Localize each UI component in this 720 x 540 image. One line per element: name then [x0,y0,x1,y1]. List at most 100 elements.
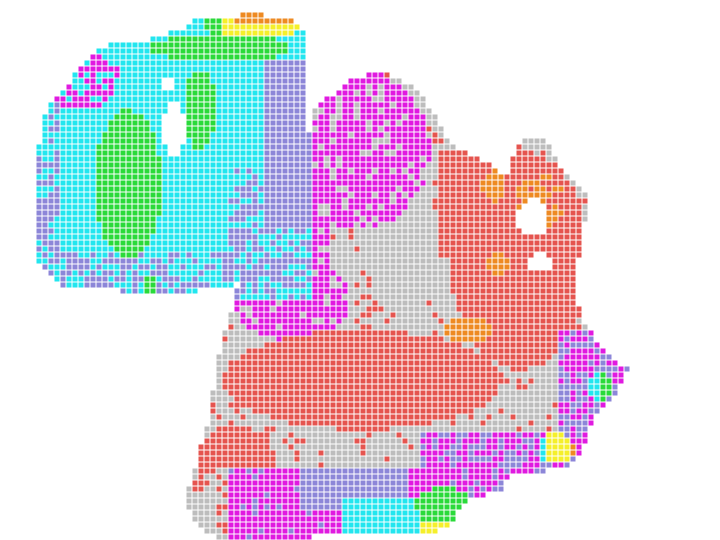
spot-cyan [173,83,181,91]
spot-green [119,113,127,121]
spot-red [287,401,295,409]
spot-green [191,77,199,85]
spot-magenta [407,107,415,115]
spot-purple [533,431,541,439]
spot-red [539,233,547,241]
spot-purple [497,437,505,445]
spot-gray [383,305,391,313]
spot-cyan [215,83,223,91]
spot-green [107,167,115,175]
spot-cyan [179,215,187,223]
spot-red [407,335,415,343]
spot-red [455,167,463,175]
spot-magenta [341,125,349,133]
spot-red [371,389,379,397]
spot-gray [425,287,433,295]
spot-green [137,227,145,235]
spot-cyan [221,233,229,241]
spot-magenta [233,299,241,307]
spot-purple [275,95,283,103]
spot-magenta [323,101,331,109]
spot-cyan [191,233,199,241]
spot-red [233,437,241,445]
spot-purple [167,281,175,289]
spot-magenta [341,209,349,217]
spot-green [203,53,211,61]
spot-gray [299,311,307,319]
spot-cyan [251,161,259,169]
spot-red [311,419,319,427]
spot-purple [263,65,271,73]
spot-red [203,467,211,475]
spot-green [191,101,199,109]
spot-gray [335,461,343,469]
spot-red [413,377,421,385]
spot-purple [275,83,283,91]
spot-red [539,359,547,367]
spot-orange [557,209,565,217]
spot-purple [287,203,295,211]
spot-red [503,251,511,259]
spot-red [383,395,391,403]
spot-cyan [101,83,109,91]
spot-gray [299,425,307,433]
spot-red [515,425,523,433]
spot-red [533,161,541,169]
spot-gray [359,275,367,283]
spot-red [359,401,367,409]
spot-cyan [89,197,97,205]
spot-purple [443,449,451,457]
spot-orange [539,185,547,193]
spot-cyan [245,245,253,253]
spot-purple [269,143,277,151]
spot-purple [611,365,619,373]
spot-red [509,359,517,367]
spot-cyan [245,137,253,145]
spot-cyan [191,173,199,181]
spot-gray [431,161,439,169]
spot-gray [401,245,409,253]
spot-red [479,353,487,361]
spot-purple [587,407,595,415]
spot-green [113,197,121,205]
spot-gray [551,419,559,427]
spot-magenta [347,137,355,145]
spot-red [473,299,481,307]
spot-gray [323,245,331,253]
spot-red [323,407,331,415]
spot-magenta [293,305,301,313]
spot-magenta [347,179,355,187]
spot-magenta [365,215,373,223]
spot-yellow [557,443,565,451]
spot-gray [491,359,499,367]
spot-gray [425,305,433,313]
spot-magenta [407,131,415,139]
spot-gray [533,395,541,403]
spot-green [95,167,103,175]
spot-cyan [257,293,265,301]
spot-green [245,35,253,43]
spot-gray [335,449,343,457]
spot-gray [533,149,541,157]
spot-purple [263,107,271,115]
spot-purple [455,443,463,451]
spot-cyan [221,281,229,289]
spot-magenta [587,347,595,355]
spot-orange [533,191,541,199]
spot-red [209,431,217,439]
spot-gray [365,149,373,157]
spot-green [191,35,199,43]
spot-magenta [317,167,325,175]
spot-cyan [143,53,151,61]
spot-green [125,221,133,229]
spot-orange [521,179,529,187]
spot-red [455,215,463,223]
spot-gray [353,311,361,319]
spot-magenta [371,209,379,217]
spot-green [149,131,157,139]
spot-magenta [485,443,493,451]
spot-red [257,347,265,355]
spot-gray [413,203,421,211]
spot-cyan [155,77,163,85]
spot-cyan [155,245,163,253]
